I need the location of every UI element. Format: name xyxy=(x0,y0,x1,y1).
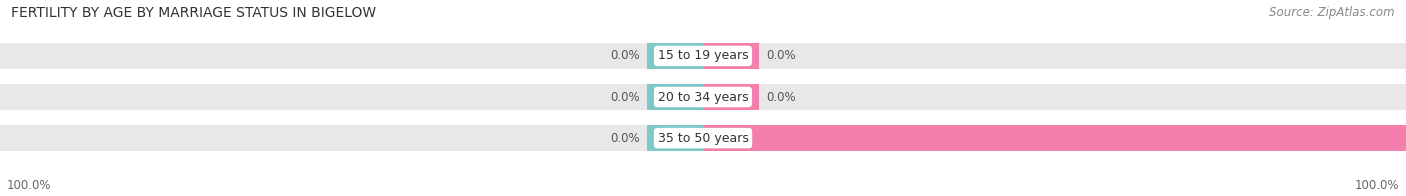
Bar xyxy=(703,43,759,69)
Bar xyxy=(0,43,1406,69)
Text: 15 to 19 years: 15 to 19 years xyxy=(658,49,748,62)
Text: FERTILITY BY AGE BY MARRIAGE STATUS IN BIGELOW: FERTILITY BY AGE BY MARRIAGE STATUS IN B… xyxy=(11,6,377,20)
Bar xyxy=(0,125,1406,151)
Bar xyxy=(647,43,703,69)
Text: 0.0%: 0.0% xyxy=(610,49,640,62)
Text: 0.0%: 0.0% xyxy=(610,132,640,145)
Bar xyxy=(703,84,759,110)
Text: 100.0%: 100.0% xyxy=(1354,179,1399,192)
Bar xyxy=(703,125,1406,151)
Text: 100.0%: 100.0% xyxy=(7,179,52,192)
Bar xyxy=(703,125,759,151)
Bar xyxy=(647,125,703,151)
Text: 0.0%: 0.0% xyxy=(766,49,796,62)
Bar xyxy=(647,84,703,110)
Text: 35 to 50 years: 35 to 50 years xyxy=(658,132,748,145)
Text: Source: ZipAtlas.com: Source: ZipAtlas.com xyxy=(1270,6,1395,19)
Text: 0.0%: 0.0% xyxy=(610,91,640,103)
Bar xyxy=(0,84,1406,110)
Text: 0.0%: 0.0% xyxy=(766,91,796,103)
Text: 20 to 34 years: 20 to 34 years xyxy=(658,91,748,103)
